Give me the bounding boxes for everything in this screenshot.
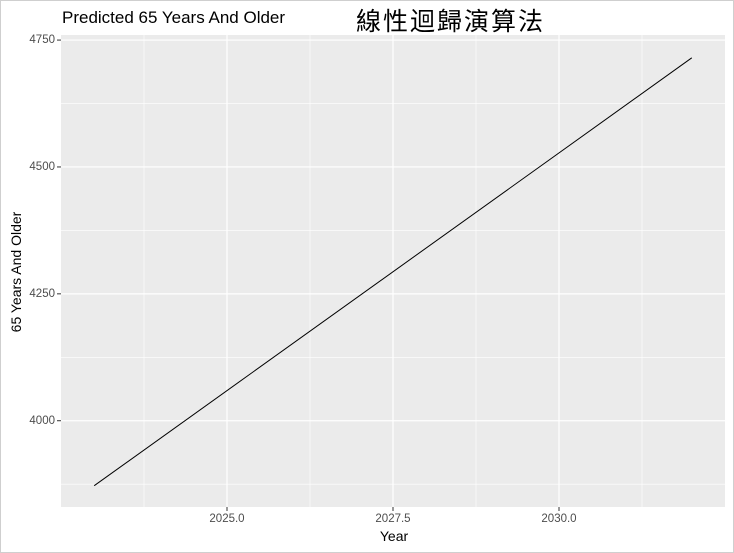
- y-tick-label: 4500: [29, 160, 55, 173]
- y-axis-label: 65 Years And Older: [8, 211, 24, 333]
- x-axis-label: Year: [379, 528, 409, 544]
- y-tick-label: 4000: [29, 414, 55, 427]
- x-tick-label: 2030.0: [541, 513, 577, 525]
- x-tick-label: 2025.0: [209, 513, 245, 525]
- overlay-title: 線性迴歸演算法: [356, 7, 546, 36]
- series-layer: [93, 57, 693, 487]
- major-gridlines: [61, 35, 725, 507]
- y-tick-label: 4750: [29, 34, 55, 47]
- y-tick-label: 4250: [29, 287, 55, 300]
- series-line: [93, 57, 693, 487]
- x-tick-label: 2027.5: [375, 513, 411, 525]
- chart-title: Predicted 65 Years And Older: [62, 8, 286, 27]
- axis-ticks: [57, 39, 560, 511]
